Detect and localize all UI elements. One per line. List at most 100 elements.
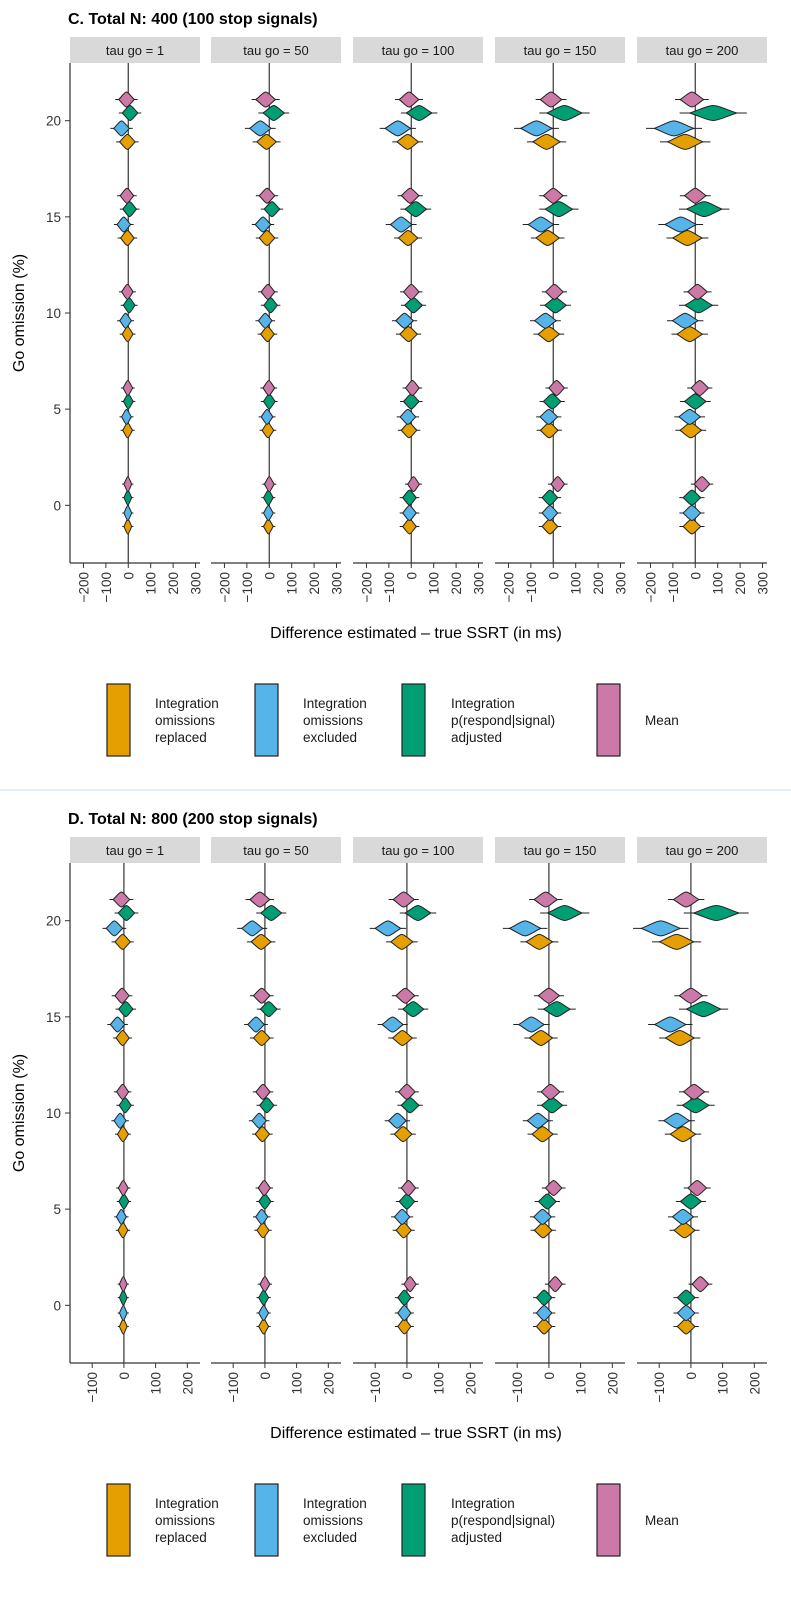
violin-adjusted	[403, 201, 428, 218]
violin-replaced	[395, 1222, 413, 1239]
x-tick-label: 300	[472, 572, 487, 595]
facet-strip	[353, 37, 483, 63]
violin-excluded	[508, 920, 542, 937]
x-tick-label: 100	[149, 1372, 164, 1395]
violin-replaced	[682, 518, 702, 535]
x-tick-label: 100	[290, 1372, 305, 1395]
violin-excluded	[527, 216, 555, 233]
legend-item-adjusted: Integration p(respond|signal) adjusted	[401, 1483, 555, 1557]
violin-mean	[394, 987, 416, 1004]
violin-excluded	[123, 504, 133, 522]
violin-adjusted	[259, 1001, 278, 1018]
violin-replaced	[539, 422, 559, 439]
y-tick-label: 15	[46, 1010, 61, 1025]
legend-item-replaced: Integration omissions replaced	[106, 683, 219, 757]
y-tick-label: 0	[53, 498, 61, 513]
legend-key-adjusted	[401, 1483, 426, 1557]
violin-mean	[117, 91, 136, 108]
violin-adjusted	[404, 904, 432, 922]
x-tick-label: 200	[605, 1372, 620, 1395]
x-tick-label: 0	[684, 1372, 699, 1380]
violin-adjusted	[543, 297, 568, 314]
x-tick-label: 300	[614, 572, 629, 595]
violin-adjusted	[405, 104, 433, 122]
legend-item-mean: Mean	[596, 683, 679, 757]
violin-replaced	[524, 933, 554, 950]
violin-adjusted	[535, 1289, 553, 1306]
violin-adjusted	[679, 1193, 703, 1210]
violin-adjusted	[543, 201, 574, 218]
violin-mean	[547, 379, 566, 397]
violin-replaced	[121, 326, 134, 343]
violin-excluded	[112, 120, 131, 137]
violin-mean	[254, 91, 277, 108]
violin-adjusted	[261, 104, 286, 122]
violin-excluded	[262, 504, 274, 522]
x-tick-label: −200	[76, 572, 91, 602]
facet-strip	[211, 37, 341, 63]
violin-mean	[122, 379, 134, 397]
violin-replaced	[398, 326, 419, 343]
violin-replaced	[389, 933, 414, 950]
legend-key-excluded	[254, 683, 279, 757]
x-tick-label: 200	[321, 1372, 336, 1395]
violin-replaced	[396, 1318, 412, 1335]
y-tick-label: 10	[46, 1106, 61, 1121]
x-tick-label: 300	[756, 572, 771, 595]
facet-strip	[353, 837, 483, 863]
violin-excluded	[533, 312, 558, 329]
x-tick-label: −200	[501, 572, 516, 602]
legend-key-replaced	[106, 1483, 131, 1557]
violin-mean	[542, 187, 565, 204]
violin-adjusted	[542, 1001, 572, 1018]
violin-mean	[547, 1276, 564, 1293]
y-tick-label: 5	[53, 402, 61, 417]
violin-excluded	[257, 1304, 270, 1322]
violin-excluded	[535, 1304, 553, 1322]
legend-label: Integration	[155, 696, 219, 711]
violin-replaced	[118, 1318, 128, 1335]
violin-adjusted	[683, 297, 714, 314]
chart-title: D. Total N: 800 (200 stop signals)	[68, 811, 318, 828]
violin-replaced	[115, 1029, 131, 1047]
violin-mean	[398, 91, 420, 108]
violin-mean	[539, 91, 563, 108]
violin-excluded	[240, 920, 264, 937]
violin-adjusted	[117, 1001, 134, 1018]
violin-mean	[119, 187, 135, 204]
violin-excluded	[401, 504, 418, 522]
x-tick-label: −200	[359, 572, 374, 602]
violin-replaced	[400, 422, 418, 439]
violin-excluded	[653, 1016, 688, 1033]
x-axis-title: Difference estimated – true SSRT (in ms)	[270, 1425, 562, 1442]
violin-mean	[262, 379, 276, 397]
violin-replaced	[531, 1126, 555, 1143]
legend-label: Integration	[303, 696, 367, 711]
x-tick-label: 200	[166, 572, 181, 595]
x-tick-label: 0	[688, 572, 703, 580]
violin-adjusted	[257, 1289, 270, 1306]
legend-label: replaced	[155, 730, 207, 745]
violin-adjusted	[683, 393, 708, 410]
violin-adjusted	[687, 104, 739, 122]
legend-label: omissions	[155, 713, 215, 728]
violin-adjusted	[262, 393, 276, 410]
facet-strip-label: tau go = 150	[524, 43, 597, 58]
violin-replaced	[262, 518, 274, 535]
facet-strip	[211, 837, 341, 863]
facet-strip	[637, 37, 767, 63]
violin-adjusted	[540, 1097, 564, 1114]
legend-label: replaced	[155, 1530, 207, 1545]
violin-adjusted	[122, 393, 134, 410]
facet-strip	[495, 837, 625, 863]
x-tick-label: −100	[368, 1372, 383, 1402]
violin-excluded	[639, 920, 682, 937]
violin-adjusted	[401, 1001, 425, 1018]
facet-strip	[70, 837, 200, 863]
legend-item-replaced: Integration omissions replaced	[106, 1483, 219, 1557]
violin-mean	[123, 476, 133, 493]
violin-excluded	[663, 216, 698, 233]
legend-label: Integration	[303, 1496, 367, 1511]
violin-replaced	[664, 1029, 696, 1047]
violin-mean	[260, 283, 276, 300]
